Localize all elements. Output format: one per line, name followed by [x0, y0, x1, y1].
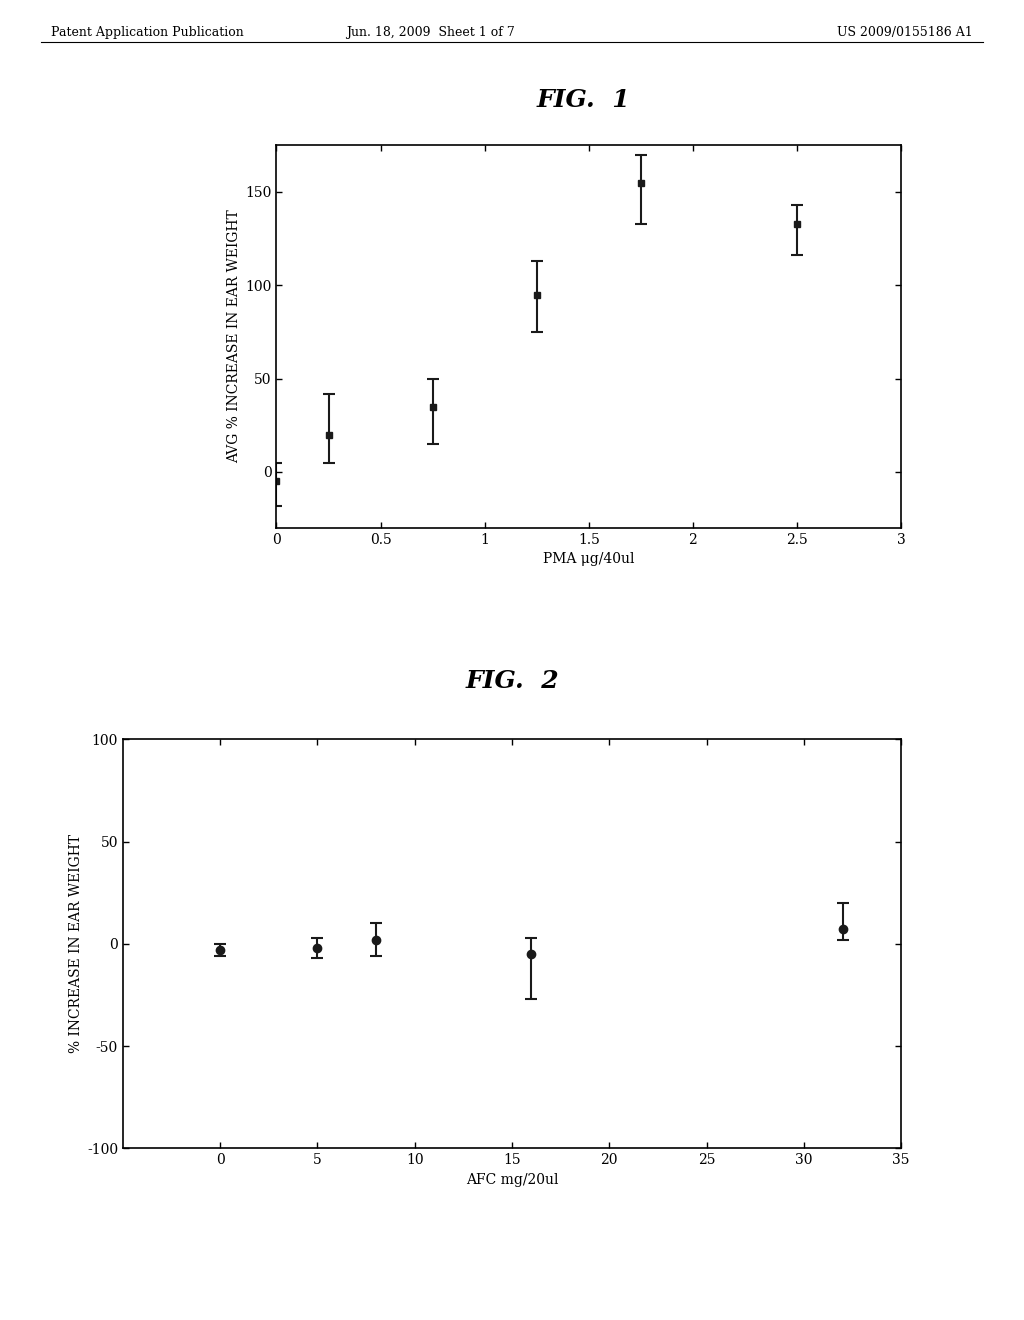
Y-axis label: AVG % INCREASE IN EAR WEIGHT: AVG % INCREASE IN EAR WEIGHT — [227, 210, 241, 463]
Text: FIG.  2: FIG. 2 — [465, 669, 559, 693]
Text: Patent Application Publication: Patent Application Publication — [51, 26, 244, 40]
Y-axis label: % INCREASE IN EAR WEIGHT: % INCREASE IN EAR WEIGHT — [69, 834, 83, 1053]
X-axis label: AFC mg/20ul: AFC mg/20ul — [466, 1172, 558, 1187]
Text: US 2009/0155186 A1: US 2009/0155186 A1 — [837, 26, 973, 40]
Text: FIG.  1: FIG. 1 — [537, 88, 631, 112]
Text: Jun. 18, 2009  Sheet 1 of 7: Jun. 18, 2009 Sheet 1 of 7 — [346, 26, 514, 40]
X-axis label: PMA μg/40ul: PMA μg/40ul — [543, 552, 635, 566]
